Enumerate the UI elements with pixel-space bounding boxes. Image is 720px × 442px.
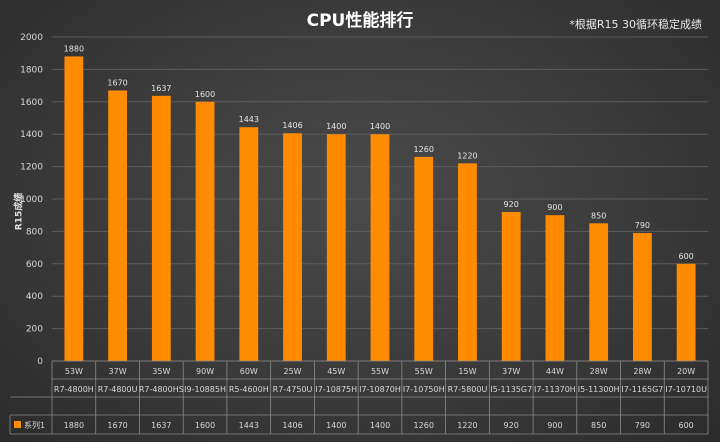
x-tick-power: 28W: [633, 367, 651, 376]
data-label: 600: [678, 252, 693, 261]
y-tick-label: 1000: [20, 195, 43, 205]
bar: [501, 211, 521, 361]
x-tick-model: I7-10875H: [315, 385, 357, 394]
table-value: 1637: [151, 421, 171, 430]
data-label: 900: [547, 203, 562, 212]
bar: [414, 156, 434, 361]
x-tick-power: 55W: [371, 367, 389, 376]
data-label: 1670: [107, 78, 127, 87]
y-tick-label: 1800: [20, 65, 43, 75]
bar: [151, 95, 171, 361]
x-tick-power: 90W: [196, 367, 214, 376]
x-tick-model: R7-4750U: [273, 385, 313, 394]
bar: [458, 163, 477, 361]
table-value: 1406: [282, 421, 302, 430]
data-label: 1400: [326, 122, 346, 131]
x-tick-power: 60W: [240, 367, 258, 376]
bars: [64, 56, 696, 362]
table-value: 850: [591, 421, 606, 430]
y-tick-label: 200: [26, 325, 43, 335]
bar: [239, 127, 259, 361]
chart-note: *根据R15 30循环稳定成绩: [569, 18, 702, 31]
table-value: 1670: [107, 421, 127, 430]
table-value: 900: [547, 421, 562, 430]
y-tick-label: 400: [26, 292, 43, 302]
data-label: 1260: [414, 145, 434, 154]
bar: [283, 133, 302, 361]
table-value: 1400: [326, 421, 346, 430]
table-value: 1400: [370, 421, 390, 430]
y-tick-label: 1600: [20, 98, 43, 108]
bar: [589, 223, 609, 361]
bar: [676, 263, 696, 361]
table-value: 1600: [195, 421, 215, 430]
data-label: 1443: [239, 115, 259, 124]
x-tick-model: I7-10710U: [665, 385, 707, 394]
y-tick-label: 1200: [20, 163, 43, 173]
bar: [545, 215, 565, 361]
x-tick-power: 44W: [546, 367, 564, 376]
x-tick-model: R7-4800H: [54, 385, 94, 394]
y-axis-ticks: 0 200 400 600 800 1000 1200 1400 1600 1800 2000: [20, 33, 43, 367]
bar: [64, 56, 84, 361]
x-tick-model: I7-1165G7: [621, 385, 663, 394]
x-tick-model: I9-10885H: [184, 385, 226, 394]
x-tick-power: 35W: [152, 367, 170, 376]
bar: [632, 233, 652, 361]
data-label: 1880: [64, 44, 84, 53]
x-tick-power: 37W: [109, 367, 127, 376]
x-tick-power: 55W: [415, 367, 433, 376]
data-label: 1400: [370, 122, 390, 131]
x-tick-model: I7-11370H: [534, 385, 576, 394]
data-labels: 1880 1670 1637 1600 1443 1406 1400 1400 1260 1220…: [64, 44, 694, 260]
x-tick-power: 28W: [590, 367, 608, 376]
table-value: 1443: [239, 421, 259, 430]
x-tick-model: I7-10870H: [359, 385, 401, 394]
data-label: 1220: [457, 151, 477, 160]
table-value: 600: [678, 421, 693, 430]
data-label: 790: [635, 221, 650, 230]
table-value: 1260: [414, 421, 434, 430]
data-label: 920: [504, 200, 519, 209]
chart-title: CPU性能排行: [306, 11, 414, 31]
bar: [108, 90, 128, 362]
x-tick-model: I7-10750H: [403, 385, 445, 394]
y-tick-label: 1400: [20, 130, 43, 140]
table-value: 790: [635, 421, 650, 430]
data-label: 850: [591, 211, 606, 220]
x-tick-model: I5-1135G7: [490, 385, 532, 394]
x-tick-model: R5-4600H: [229, 385, 269, 394]
data-label: 1637: [151, 84, 171, 93]
bar: [326, 134, 346, 361]
x-tick-power: 15W: [458, 367, 476, 376]
data-label: 1600: [195, 90, 215, 99]
data-table: 53W R7-4800H 1880 37W R7-4800U 1670 35W R7-4800…: [9, 360, 709, 435]
bar: [195, 101, 215, 362]
x-tick-model: I5-11300H: [578, 385, 620, 394]
legend-swatch: [14, 421, 21, 428]
table-value: 1220: [457, 421, 477, 430]
x-tick-model: R7-4800HS: [139, 385, 184, 394]
y-tick-label: 2000: [20, 33, 43, 43]
table-value: 920: [504, 421, 519, 430]
x-tick-model: R7-4800U: [98, 385, 138, 394]
legend-series-name: 系列1: [24, 420, 45, 430]
x-tick-power: 25W: [283, 367, 301, 376]
x-tick-power: 20W: [677, 367, 695, 376]
x-tick-power: 53W: [65, 367, 83, 376]
y-tick-label: 800: [26, 227, 43, 237]
y-tick-label: 600: [26, 260, 43, 270]
x-tick-power: 45W: [327, 367, 345, 376]
data-label: 1406: [282, 121, 302, 130]
y-tick-label: 0: [37, 357, 43, 367]
table-value: 1880: [64, 421, 84, 430]
x-tick-model: R7-5800U: [448, 385, 488, 394]
x-tick-power: 37W: [502, 367, 520, 376]
bar: [370, 134, 390, 361]
